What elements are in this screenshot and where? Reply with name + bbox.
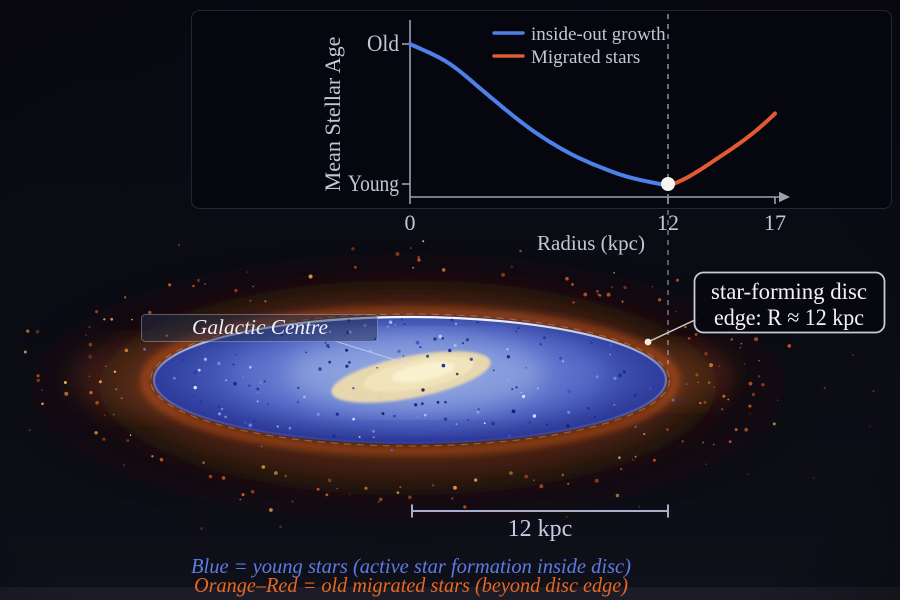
svg-text:Migrated stars: Migrated stars bbox=[531, 47, 640, 68]
svg-text:inside-out growth: inside-out growth bbox=[531, 24, 666, 45]
svg-text:Galactic Centre: Galactic Centre bbox=[192, 315, 328, 339]
svg-text:12 kpc: 12 kpc bbox=[508, 516, 573, 542]
svg-text:12: 12 bbox=[657, 210, 679, 235]
svg-text:Old: Old bbox=[367, 31, 399, 56]
svg-text:Young: Young bbox=[348, 171, 399, 196]
svg-text:Orange–Red = old migrated star: Orange–Red = old migrated stars (beyond … bbox=[194, 575, 628, 597]
svg-text:edge: R ≈ 12 kpc: edge: R ≈ 12 kpc bbox=[714, 305, 864, 330]
svg-text:Blue = young stars (active sta: Blue = young stars (active star formatio… bbox=[191, 556, 631, 578]
svg-text:17: 17 bbox=[764, 210, 786, 235]
svg-text:0: 0 bbox=[405, 210, 416, 235]
svg-text:Mean Stellar Age: Mean Stellar Age bbox=[320, 36, 345, 191]
svg-text:star-forming disc: star-forming disc bbox=[711, 279, 867, 304]
svg-text:Radius (kpc): Radius (kpc) bbox=[537, 231, 645, 255]
